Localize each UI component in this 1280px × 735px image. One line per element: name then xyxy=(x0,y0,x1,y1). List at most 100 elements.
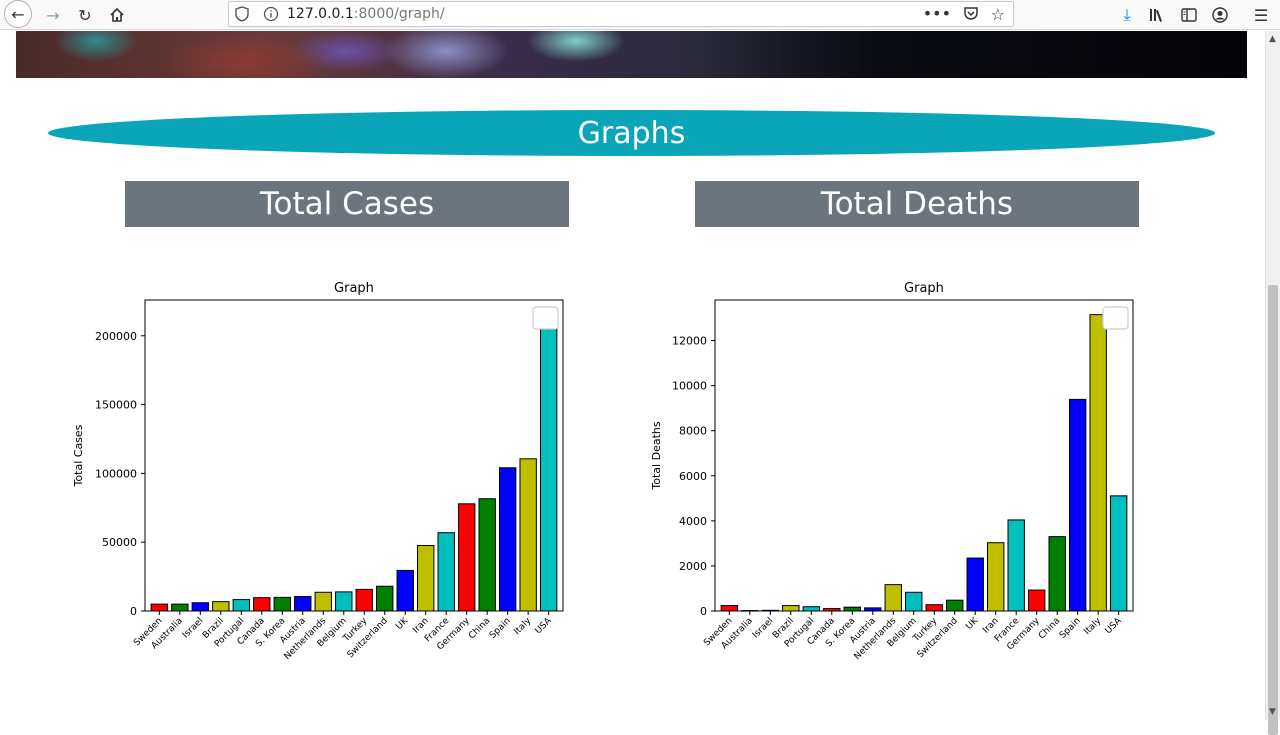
scroll-up-icon[interactable]: ▲ xyxy=(1269,34,1276,44)
bar-s-korea xyxy=(843,606,861,612)
plot-frame xyxy=(144,299,564,612)
account-button[interactable] xyxy=(1207,2,1233,28)
url-host: 127.0.0.1 xyxy=(287,6,354,22)
y-tick-label: 0 xyxy=(700,605,707,618)
bar-s-korea xyxy=(273,596,291,612)
x-tick-label: UK xyxy=(394,615,411,632)
y-tick-label: 12000 xyxy=(672,335,707,348)
shield-icon[interactable] xyxy=(235,6,249,26)
forward-button[interactable]: → xyxy=(40,2,66,28)
x-tick-label: Spain xyxy=(1058,616,1083,641)
y-tick-label: 100000 xyxy=(95,467,137,480)
bar-germany xyxy=(1028,589,1046,612)
arrow-right-icon: → xyxy=(46,5,60,25)
bookmark-star-icon[interactable]: ☆ xyxy=(990,5,1005,24)
home-button[interactable] xyxy=(104,2,130,28)
chart-title: Graph xyxy=(904,281,944,296)
bar-australia xyxy=(171,603,189,612)
menu-button[interactable]: ☰ xyxy=(1248,2,1274,28)
y-tick-label: 6000 xyxy=(679,470,707,483)
browser-toolbar: ← → ↻ 127.0.0.1:8000/graph/ ••• ☆ ⤓ ☰ xyxy=(0,0,1280,30)
more-icon[interactable]: ••• xyxy=(922,4,951,23)
scroll-thumb[interactable] xyxy=(1268,285,1278,735)
y-axis-label: Total Cases xyxy=(72,424,85,487)
y-tick-label: 8000 xyxy=(679,425,707,438)
y-tick-label: 4000 xyxy=(679,515,707,528)
address-bar[interactable]: 127.0.0.1:8000/graph/ ••• ☆ xyxy=(228,1,1014,27)
bar-spain xyxy=(1068,398,1087,612)
total-cases-title-text: Total Cases xyxy=(259,186,435,222)
y-tick-label: 200000 xyxy=(95,330,137,343)
bar-uk xyxy=(396,569,414,612)
bar-sweden xyxy=(150,603,169,612)
bar-switzerland xyxy=(376,585,394,612)
x-tick-label: USA xyxy=(1104,615,1125,636)
bar-brazil xyxy=(782,605,800,612)
legend-box xyxy=(532,306,559,330)
bar-uk xyxy=(966,557,984,612)
x-tick-label: Italy xyxy=(512,616,533,637)
bar-belgium xyxy=(905,591,923,612)
bar-italy xyxy=(519,458,537,612)
page-scrollbar[interactable]: ▲ ▼ xyxy=(1265,31,1280,735)
x-tick-label: UK xyxy=(964,615,981,632)
sidebar-button[interactable] xyxy=(1176,2,1202,28)
home-icon xyxy=(110,7,124,22)
legend-box xyxy=(1102,306,1129,330)
info-icon[interactable] xyxy=(263,6,279,26)
y-tick-label: 2000 xyxy=(679,560,707,573)
bar-usa xyxy=(1109,495,1128,612)
bar-austria xyxy=(294,596,312,612)
download-icon: ⤓ xyxy=(1123,5,1131,24)
x-tick-label: China xyxy=(1037,616,1062,641)
y-tick-label: 10000 xyxy=(672,380,707,393)
bar-switzerland xyxy=(946,599,964,612)
x-tick-label: Italy xyxy=(1082,616,1103,637)
scroll-down-icon[interactable]: ▼ xyxy=(1269,707,1276,717)
reload-icon: ↻ xyxy=(78,5,92,25)
chart-title: Graph xyxy=(334,281,374,296)
bar-usa xyxy=(539,314,558,612)
bar-spain xyxy=(498,467,517,612)
total-cases-title: Total Cases xyxy=(125,181,569,227)
account-icon xyxy=(1212,7,1228,23)
bar-iran xyxy=(417,544,435,612)
bar-france xyxy=(1007,519,1025,612)
library-icon xyxy=(1150,9,1162,22)
bar-turkey xyxy=(925,604,943,612)
plot-frame xyxy=(714,299,1134,612)
total-deaths-title-text: Total Deaths xyxy=(820,186,1014,222)
bar-iran xyxy=(987,542,1005,612)
y-tick-label: 50000 xyxy=(102,536,137,549)
bar-portugal xyxy=(802,606,821,612)
bar-china xyxy=(1048,536,1066,612)
bar-italy xyxy=(1089,314,1107,612)
url-text[interactable]: 127.0.0.1:8000/graph/ xyxy=(287,6,445,22)
x-tick-label: USA xyxy=(534,615,555,636)
y-tick-label: 0 xyxy=(130,605,137,618)
arrow-left-icon: ← xyxy=(11,4,25,24)
reload-button[interactable]: ↻ xyxy=(72,2,98,28)
x-tick-label: Spain xyxy=(488,616,513,641)
bar-israel xyxy=(191,602,210,612)
bar-netherlands xyxy=(314,591,332,612)
bar-brazil xyxy=(212,601,230,612)
bar-china xyxy=(478,498,496,612)
downloads-button[interactable]: ⤓ xyxy=(1114,2,1140,28)
library-button[interactable] xyxy=(1144,2,1170,28)
x-tick-label: Israel xyxy=(181,616,205,640)
bar-france xyxy=(437,532,455,612)
bar-canada xyxy=(253,597,271,612)
bar-portugal xyxy=(232,599,251,612)
bar-netherlands xyxy=(884,584,902,612)
bar-sweden xyxy=(720,605,739,612)
sidebar-icon xyxy=(1181,8,1197,22)
bar-germany xyxy=(458,503,476,612)
banner-image xyxy=(16,31,1247,78)
bar-turkey xyxy=(355,588,373,612)
graphs-heading-text: Graphs xyxy=(577,115,686,151)
pocket-icon[interactable] xyxy=(963,5,979,25)
y-tick-label: 150000 xyxy=(95,399,137,412)
back-button[interactable]: ← xyxy=(4,0,32,28)
